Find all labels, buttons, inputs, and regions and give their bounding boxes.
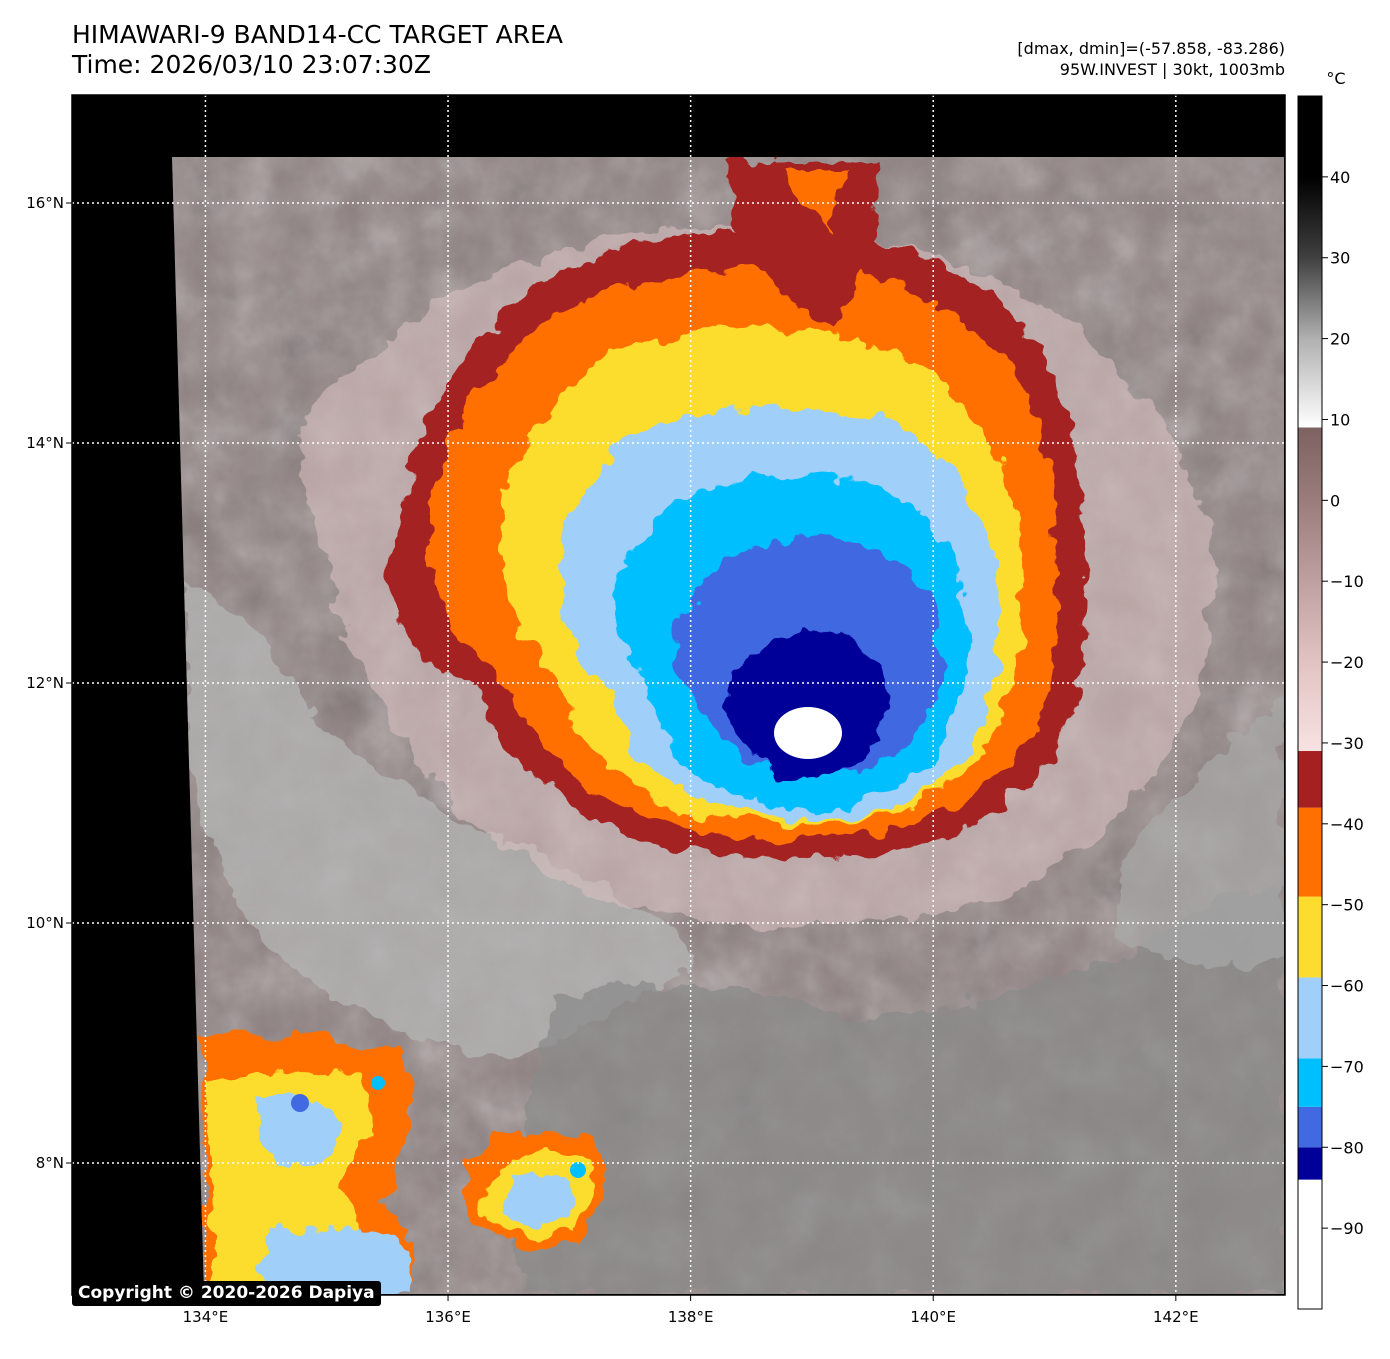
warm-cloud-east [1120, 700, 1284, 967]
northeast-cloud-arm [720, 160, 880, 330]
imagery-swath [172, 157, 1284, 1294]
southwest-convection [204, 1032, 607, 1294]
colorbar-tick-label: −90 [1330, 1219, 1364, 1238]
colorbar-band [1298, 751, 1322, 808]
lon-tick-label: 140°E [910, 1308, 956, 1326]
colorbar-band [1298, 1106, 1322, 1148]
convective-core [389, 230, 1087, 858]
lon-tick-label: 142°E [1153, 1308, 1199, 1326]
storm-info: [dmax, dmin]=(-57.858, -83.286) 95W.INVE… [1017, 38, 1285, 80]
lon-tick-label: 136°E [425, 1308, 471, 1326]
storm-summary: 95W.INVEST | 30kt, 1003mb [1059, 60, 1285, 79]
warm-cloud-west [180, 580, 700, 1060]
lat-tick-label: 14°N [26, 434, 64, 452]
colorbar-tick-label: −50 [1330, 896, 1364, 915]
colorbar-tick-label: 0 [1330, 491, 1340, 510]
latitude-axis: 8°N 10°N 12°N 14°N 16°N [26, 194, 72, 1172]
lat-tick-label: 12°N [26, 674, 64, 692]
title-line-2: Time: 2026/03/10 23:07:30Z [72, 50, 431, 79]
graticule [72, 95, 1285, 1295]
colorbar-tick-label: −10 [1330, 572, 1364, 591]
lat-tick-label: 10°N [26, 914, 64, 932]
lon-tick-label: 134°E [183, 1308, 229, 1326]
temperature-colorbar: °C 40 30 20 10 0 −10 −20 −30 −40 −50 −60 −70 −80 −90 [1297, 69, 1364, 1310]
colorbar-band [1298, 807, 1322, 897]
colorbar-tick-label: −20 [1330, 653, 1364, 672]
colorbar-tick-label: 10 [1330, 410, 1350, 429]
colorbar-tick-label: −40 [1330, 815, 1364, 834]
colorbar-band [1298, 1179, 1322, 1309]
warm-cloud-south [515, 880, 1284, 1294]
colorbar-tick-label: 40 [1330, 168, 1350, 187]
title-line-1: HIMAWARI-9 BAND14-CC TARGET AREA [72, 20, 564, 49]
lat-tick-label: 16°N [26, 194, 64, 212]
map-title: HIMAWARI-9 BAND14-CC TARGET AREA Time: 2… [72, 20, 563, 80]
colorbar-warm-gradient [1298, 96, 1322, 752]
colorbar-tick-label: 20 [1330, 330, 1350, 349]
lon-tick-label: 138°E [668, 1308, 714, 1326]
coldest-cloud-top [774, 707, 842, 759]
colorbar-band [1298, 977, 1322, 1059]
colorbar-band [1298, 1147, 1322, 1180]
colorbar-tick-label: 30 [1330, 249, 1350, 268]
lat-tick-label: 8°N [36, 1154, 64, 1172]
copyright-badge: Copyright © 2020-2026 Dapiya [72, 1281, 381, 1306]
colorbar-band [1298, 1058, 1322, 1107]
colorbar-unit: °C [1326, 69, 1345, 88]
dmax-dmin-stats: [dmax, dmin]=(-57.858, -83.286) [1017, 39, 1285, 58]
colorbar-tick-label: −80 [1330, 1138, 1364, 1157]
colorbar-tick-label: −70 [1330, 1057, 1364, 1076]
colorbar-tick-label: −60 [1330, 977, 1364, 996]
colorbar-band [1298, 896, 1322, 978]
longitude-axis: 134°E 136°E 138°E 140°E 142°E [183, 1295, 1199, 1326]
colorbar-tick-label: −30 [1330, 734, 1364, 753]
